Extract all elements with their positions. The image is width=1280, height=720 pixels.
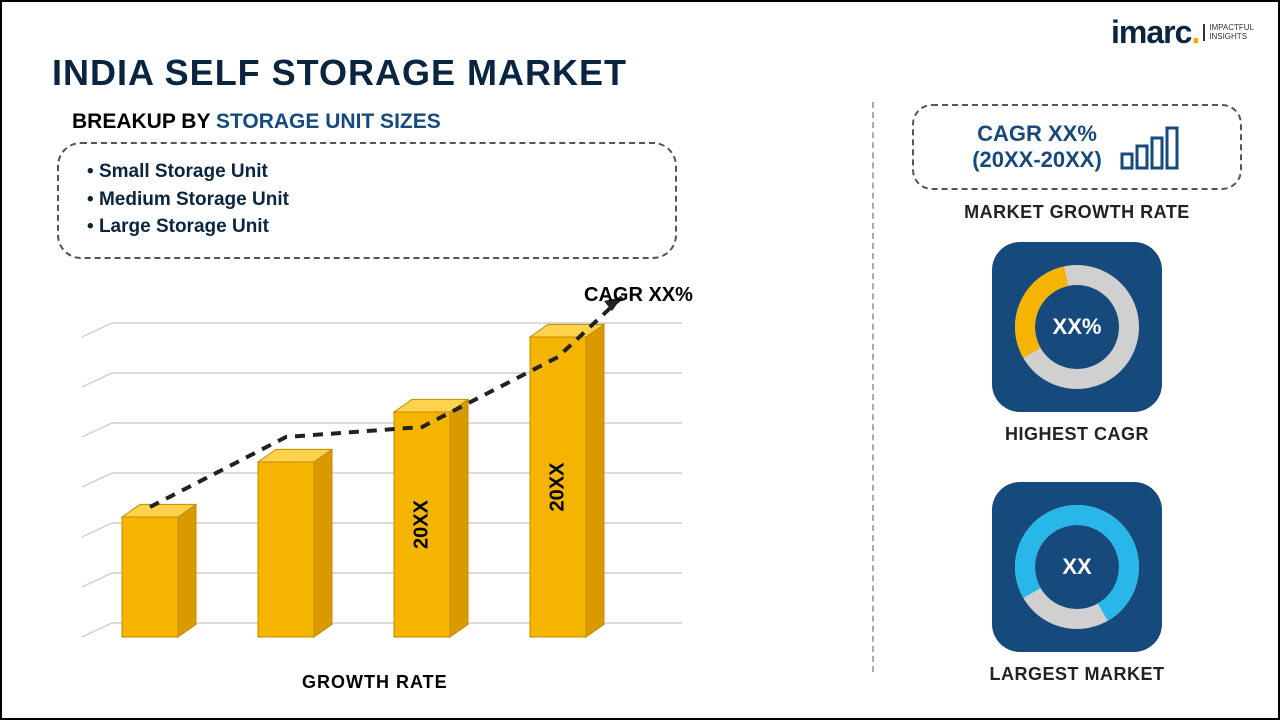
tile-value: XX	[1062, 554, 1091, 580]
tile-value: XX%	[1053, 314, 1102, 340]
svg-text:20XX: 20XX	[410, 499, 432, 549]
logo-tagline: IMPACTFULINSIGHTS	[1203, 24, 1254, 42]
breakup-heading: BREAKUP BY STORAGE UNIT SIZES	[72, 110, 441, 134]
page-title: INDIA SELF STORAGE MARKET	[52, 52, 627, 94]
bars-icon	[1118, 122, 1182, 172]
logo-text: imarc.	[1111, 14, 1199, 51]
chart-axis-label: GROWTH RATE	[302, 672, 448, 693]
cagr-summary-box: CAGR XX% (20XX-20XX)	[912, 104, 1242, 190]
list-item: • Medium Storage Unit	[87, 186, 647, 214]
growth-chart: 20XX 20XX	[62, 277, 762, 677]
cagr-annotation: CAGR XX%	[584, 284, 693, 307]
market-growth-label: MARKET GROWTH RATE	[912, 202, 1242, 223]
brand-logo: imarc. IMPACTFULINSIGHTS	[1111, 14, 1254, 51]
cagr-text: CAGR XX% (20XX-20XX)	[972, 121, 1102, 174]
list-item: • Small Storage Unit	[87, 158, 647, 186]
svg-text:20XX: 20XX	[546, 462, 568, 512]
highest-cagr-label: HIGHEST CAGR	[912, 424, 1242, 445]
list-item: • Large Storage Unit	[87, 213, 647, 241]
largest-market-label: LARGEST MARKET	[912, 664, 1242, 685]
largest-market-tile: XX	[992, 482, 1162, 652]
highest-cagr-tile: XX%	[992, 242, 1162, 412]
chart-svg: 20XX 20XX	[62, 277, 762, 677]
breakup-list-box: • Small Storage Unit • Medium Storage Un…	[57, 142, 677, 259]
vertical-divider	[872, 102, 874, 672]
